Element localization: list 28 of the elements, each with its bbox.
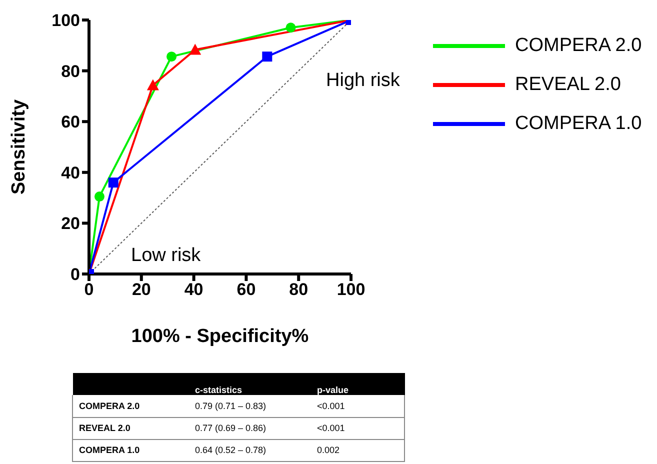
x-tick-label: 100 bbox=[336, 280, 366, 300]
y-tick-label: 0 bbox=[70, 265, 80, 284]
text: COMPERA 2.0 bbox=[72, 395, 189, 417]
text: <0.001 bbox=[311, 417, 404, 439]
x-tick-label: 0 bbox=[84, 280, 94, 300]
annotation: Low risk bbox=[131, 245, 201, 267]
legend-label: COMPERA 1.0 bbox=[515, 112, 642, 134]
text: REVEAL 2.0 bbox=[72, 417, 189, 439]
y-axis-title: Sensitivity bbox=[8, 99, 30, 195]
x-axis-title: 100% - Specificity% bbox=[131, 326, 309, 347]
annotation: High risk bbox=[326, 70, 400, 92]
y-tick-label: 20 bbox=[61, 214, 80, 234]
x-tick-label: 80 bbox=[289, 280, 308, 300]
y-tick-label: 100 bbox=[52, 11, 80, 30]
y-tick-label: 60 bbox=[61, 112, 80, 132]
text: 0.79 (0.71 – 0.83) bbox=[194, 400, 268, 413]
legend-label: REVEAL 2.0 bbox=[515, 74, 621, 96]
text: COMPERA 1.0 bbox=[72, 439, 189, 461]
text: 0.002 bbox=[311, 439, 404, 461]
y-tick-label: 40 bbox=[61, 163, 80, 182]
text: 0.64 (0.52 – 0.78) bbox=[194, 444, 268, 457]
text: 0.77 (0.69 – 0.86) bbox=[194, 422, 268, 435]
text: <0.001 bbox=[311, 395, 404, 417]
y-tick-label: 80 bbox=[61, 62, 80, 81]
legend-label: COMPERA 2.0 bbox=[515, 34, 642, 56]
x-tick-label: 60 bbox=[236, 280, 256, 300]
x-tick-label: 20 bbox=[132, 280, 151, 300]
x-tick-label: 40 bbox=[184, 280, 204, 300]
